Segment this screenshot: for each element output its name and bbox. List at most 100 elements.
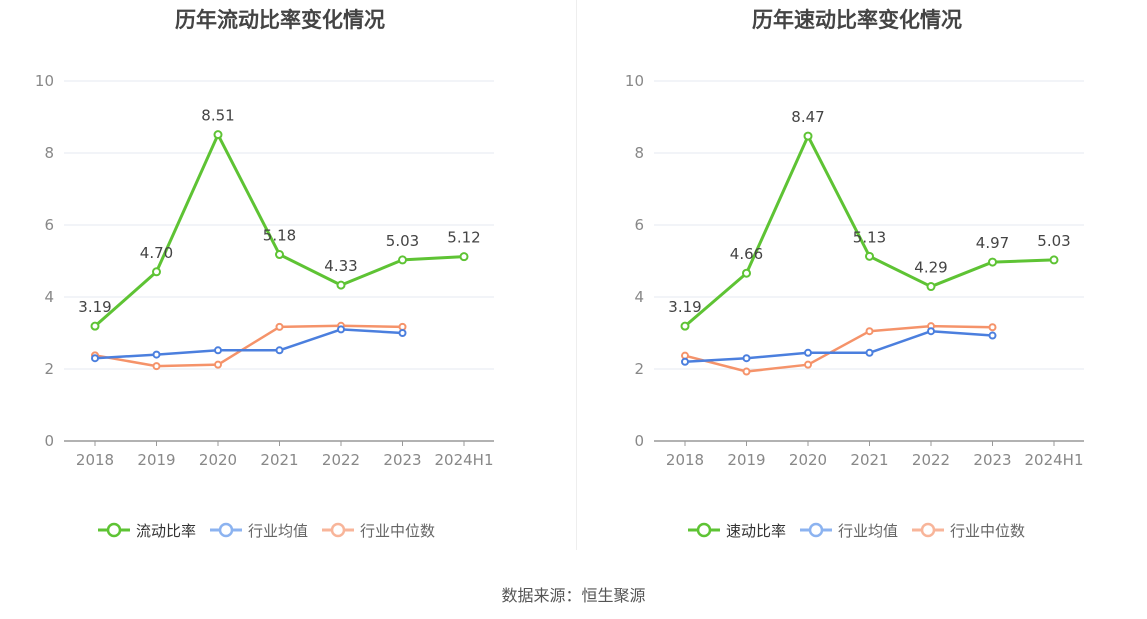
data-point: [742, 268, 751, 278]
y-tick-label: 10: [35, 72, 54, 90]
data-point: [398, 255, 407, 265]
legend-line-marker-icon: [800, 522, 833, 538]
x-tick-label: 2024H1: [435, 451, 494, 469]
x-tick-label: 2022: [912, 451, 950, 469]
x-tick-label: 2021: [850, 451, 888, 469]
series-line-industry-average: [94, 328, 403, 360]
data-point: [336, 280, 346, 290]
x-tick-label: 2023: [383, 451, 421, 469]
legend-item-main[interactable]: 流动比率: [98, 520, 196, 541]
data-point: [91, 354, 99, 363]
data-point: [459, 252, 469, 262]
data-point: [988, 257, 997, 267]
data-label: 4.70: [140, 244, 173, 262]
data-point: [742, 354, 751, 363]
chart-title: 历年速动比率变化情况: [752, 8, 962, 32]
legend-label: 行业中位数: [360, 521, 436, 540]
data-point: [90, 321, 100, 331]
x-tick-label: 2023: [973, 451, 1011, 469]
data-point: [398, 329, 407, 337]
data-label: 8.51: [201, 107, 234, 125]
data-label: 8.47: [791, 108, 824, 126]
data-point: [275, 322, 284, 331]
data-point: [275, 250, 284, 260]
data-point: [988, 331, 997, 340]
data-point: [213, 130, 223, 140]
data-label: 4.33: [324, 257, 357, 275]
legend-line-marker-icon: [210, 522, 243, 538]
data-point: [398, 322, 407, 331]
chart-title: 历年流动比率变化情况: [175, 8, 385, 32]
data-label: 5.13: [853, 228, 886, 246]
series-line-industry-average: [684, 329, 993, 364]
legend-line-marker-icon: [688, 522, 720, 538]
data-point: [803, 131, 813, 141]
data-point: [926, 282, 936, 292]
y-tick-label: 2: [634, 360, 644, 378]
series-line-industry-median: [94, 324, 403, 368]
y-tick-label: 6: [44, 216, 54, 234]
legend-item-industry-median[interactable]: 行业中位数: [912, 520, 1025, 541]
legend-label: 速动比率: [726, 521, 787, 540]
y-tick-label: 2: [44, 360, 54, 378]
x-tick-label: 2018: [76, 451, 114, 469]
data-point: [865, 348, 874, 357]
x-tick-label: 2019: [727, 451, 765, 469]
legend-label: 行业中位数: [950, 521, 1026, 540]
legend-item-industry-median[interactable]: 行业中位数: [322, 520, 435, 541]
data-point: [214, 346, 222, 355]
legend-line-marker-icon: [912, 522, 945, 538]
legend-item-industry-average[interactable]: 行业均值: [800, 520, 898, 541]
data-label: 5.03: [386, 232, 419, 250]
legend-line-marker-icon: [322, 522, 355, 538]
data-point: [152, 267, 161, 277]
data-label: 3.19: [78, 298, 111, 316]
data-point: [681, 351, 689, 360]
data-point: [152, 362, 161, 371]
y-tick-label: 8: [634, 144, 644, 162]
legend-line-marker-icon: [98, 522, 130, 538]
data-label: 4.29: [914, 259, 947, 277]
legend-label: 流动比率: [136, 521, 197, 540]
data-label: 5.12: [447, 229, 480, 247]
data-point: [865, 327, 874, 336]
legend-item-main[interactable]: 速动比率: [688, 520, 786, 541]
data-point: [742, 367, 751, 376]
x-tick-label: 2021: [260, 451, 298, 469]
x-tick-label: 2024H1: [1025, 451, 1084, 469]
y-tick-label: 0: [634, 432, 644, 450]
legend-label: 行业均值: [838, 521, 899, 540]
data-point: [927, 327, 935, 336]
chart-panel-quick-ratio: 历年速动比率变化情况 0 2 4 6 8 10 2018 2019 2020 2021 2022 20…: [577, 0, 1147, 550]
data-source-note: 数据来源：恒生聚源: [501, 586, 646, 605]
y-tick-label: 6: [634, 216, 644, 234]
data-label: 5.18: [263, 227, 296, 245]
legend-item-industry-average[interactable]: 行业均值: [210, 520, 308, 541]
panel-divider: [576, 0, 577, 550]
data-point: [275, 346, 284, 355]
data-point: [680, 321, 690, 331]
legend-label: 行业均值: [248, 521, 309, 540]
x-tick-label: 2018: [666, 451, 704, 469]
data-point: [1049, 255, 1059, 265]
data-label: 4.66: [730, 245, 763, 263]
data-label: 4.97: [976, 234, 1009, 252]
x-tick-label: 2020: [789, 451, 827, 469]
series-line-industry-median: [684, 324, 993, 373]
data-point: [804, 348, 812, 357]
y-tick-label: 8: [44, 144, 54, 162]
x-tick-label: 2022: [322, 451, 360, 469]
data-point: [214, 360, 222, 369]
y-tick-label: 0: [44, 432, 54, 450]
data-point: [152, 350, 161, 359]
data-point: [988, 323, 997, 332]
data-label: 5.03: [1037, 232, 1070, 250]
y-tick-label: 10: [625, 72, 644, 90]
y-tick-label: 4: [44, 288, 54, 306]
chart-panel-current-ratio: 历年流动比率变化情况 0 2 4 6 8 10 2018 2019 2020 2021 2022 20…: [0, 0, 576, 550]
data-point: [681, 357, 689, 366]
data-point: [865, 251, 874, 261]
chart-legend: 速动比率 行业均值 行业中位数: [688, 518, 1039, 542]
chart-legend: 流动比率 行业均值 行业中位数: [98, 518, 449, 542]
data-label: 3.19: [668, 298, 701, 316]
